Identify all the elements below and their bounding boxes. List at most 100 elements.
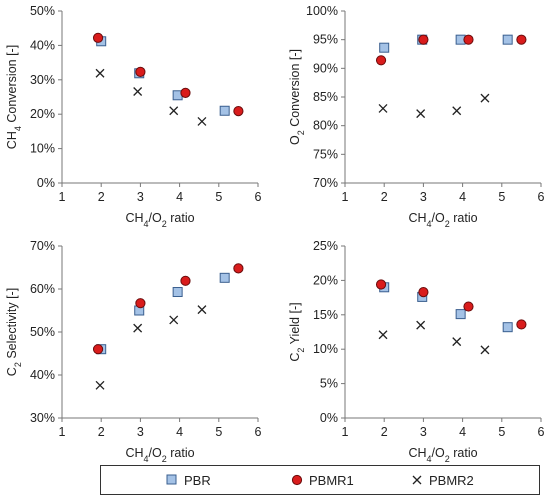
- y-tick-label: 80%: [313, 119, 338, 133]
- x-tick-label: 4: [176, 190, 183, 204]
- pbmr2-point: [416, 320, 426, 330]
- pbmr1-point: [463, 301, 474, 312]
- y-tick-label: 70%: [313, 176, 338, 190]
- pbmr2-point: [480, 93, 490, 103]
- legend-item-pbmr2: PBMR2: [411, 466, 474, 494]
- x-tick-label: 5: [498, 190, 505, 204]
- y-tick-label: 0%: [320, 411, 338, 425]
- pbmr1-point: [233, 106, 244, 117]
- x-axis-label: CH4/O2 ratio: [125, 446, 194, 464]
- x-tick-label: 1: [59, 190, 66, 204]
- x-tick-label: 6: [255, 425, 262, 439]
- y-axis-label: CH4 Conversion [-]: [5, 45, 23, 149]
- pbmr1-point: [92, 344, 104, 355]
- pbmr2-point: [169, 106, 179, 116]
- pbr-point: [219, 105, 230, 116]
- x-tick-label: 3: [137, 190, 144, 204]
- y-tick-label: 30%: [30, 73, 55, 87]
- y-tick-label: 50%: [30, 325, 55, 339]
- pbmr1-point: [418, 34, 429, 45]
- circle-marker-icon: [291, 474, 303, 486]
- x-tick-label: 6: [538, 425, 545, 439]
- x-tick-label: 4: [176, 425, 183, 439]
- pbmr1-point: [135, 66, 146, 77]
- pbmr1-point: [375, 279, 387, 290]
- x-tick-label: 3: [137, 425, 144, 439]
- x-tick-label: 4: [459, 190, 466, 204]
- pbmr1-point: [463, 34, 474, 45]
- x-tick-label: 6: [255, 190, 262, 204]
- legend: PBR PBMR1 PBMR2: [100, 465, 540, 495]
- y-tick-label: 10%: [30, 142, 55, 156]
- pbr-point: [455, 309, 466, 320]
- x-tick-label: 1: [342, 190, 349, 204]
- square-marker-icon: [166, 474, 177, 485]
- pbmr2-point: [197, 305, 207, 315]
- pbmr2-point: [197, 116, 207, 126]
- pbr-point: [172, 287, 183, 298]
- legend-label-pbr: PBR: [184, 472, 211, 488]
- pbmr2-point: [95, 68, 105, 78]
- y-axis-label: C2 Selectivity [-]: [5, 288, 23, 376]
- y-tick-label: 40%: [30, 368, 55, 382]
- y-tick-label: 5%: [320, 377, 338, 391]
- y-tick-label: 20%: [30, 107, 55, 121]
- y-tick-label: 40%: [30, 38, 55, 52]
- x-tick-label: 5: [215, 190, 222, 204]
- y-tick-label: 15%: [313, 308, 338, 322]
- x-tick-label: 3: [420, 425, 427, 439]
- pbmr1-point: [135, 298, 146, 309]
- x-axis-label: CH4/O2 ratio: [408, 446, 477, 464]
- pbr-point: [502, 322, 513, 333]
- pbr-point: [379, 42, 390, 53]
- y-tick-label: 100%: [306, 4, 338, 18]
- y-tick-label: 0%: [37, 176, 55, 190]
- x-tick-label: 3: [420, 190, 427, 204]
- pbmr2-point: [416, 109, 426, 119]
- pbmr1-point: [92, 32, 104, 43]
- x-tick-label: 5: [215, 425, 222, 439]
- y-tick-label: 70%: [30, 239, 55, 253]
- y-tick-label: 20%: [313, 273, 338, 287]
- legend-label-pbmr1: PBMR1: [309, 472, 354, 488]
- y-tick-label: 90%: [313, 61, 338, 75]
- legend-item-pbmr1: PBMR1: [291, 466, 354, 494]
- y-tick-label: 95%: [313, 33, 338, 47]
- y-tick-label: 85%: [313, 90, 338, 104]
- pbmr2-point: [169, 315, 179, 325]
- pbmr1-point: [180, 275, 191, 286]
- legend-item-pbr: PBR: [166, 466, 211, 494]
- x-tick-label: 2: [381, 425, 388, 439]
- x-axis-label: CH4/O2 ratio: [125, 211, 194, 229]
- pbmr1-point: [418, 286, 429, 298]
- y-axis-label: O2 Conversion [-]: [288, 49, 306, 145]
- pbr-point: [219, 272, 230, 283]
- y-axis-label: C2 Yield [-]: [288, 302, 306, 361]
- y-tick-label: 30%: [30, 411, 55, 425]
- x-tick-label: 2: [98, 190, 105, 204]
- pbmr2-point: [480, 345, 490, 355]
- x-tick-label: 1: [342, 425, 349, 439]
- x-tick-label: 2: [98, 425, 105, 439]
- x-tick-label: 6: [538, 190, 545, 204]
- x-tick-label: 1: [59, 425, 66, 439]
- x-tick-label: 5: [498, 425, 505, 439]
- x-axis-label: CH4/O2 ratio: [408, 211, 477, 229]
- pbr-point: [502, 34, 513, 45]
- chart-panel-2: 70% 75% 80% 85% 90% 95% 100% 1 2 3 4 5 6 CH4/O2 ratio…: [288, 4, 545, 229]
- cross-marker-icon: [412, 475, 422, 485]
- y-tick-label: 25%: [313, 239, 338, 253]
- chart-panel-4: 0% 5% 10% 15% 20% 25% 1 2 3 4 5 6 CH4/O2 ratio C2 Yie…: [288, 239, 545, 464]
- pbmr1-point: [233, 263, 244, 274]
- y-tick-label: 75%: [313, 147, 338, 161]
- chart-panel-1: 0% 10% 20% 30% 40% 50% 1 2 3 4 5 6 CH4/O2 ratio CH4 C…: [5, 4, 262, 229]
- pbmr2-point: [452, 337, 462, 347]
- pbmr2-point: [452, 106, 462, 116]
- pbmr2-point: [95, 380, 105, 390]
- pbmr1-point: [180, 87, 191, 98]
- pbmr2-point: [133, 323, 143, 333]
- pbmr2-point: [133, 87, 143, 96]
- pbmr2-point: [378, 330, 388, 340]
- x-tick-label: 4: [459, 425, 466, 439]
